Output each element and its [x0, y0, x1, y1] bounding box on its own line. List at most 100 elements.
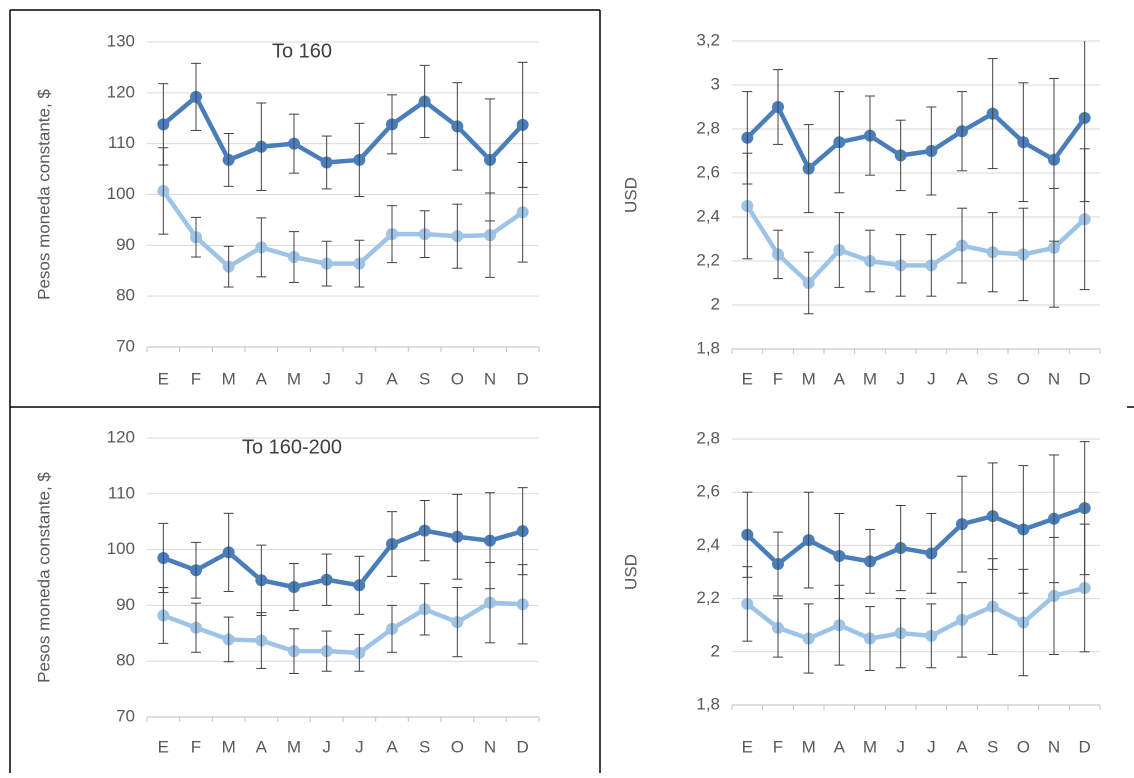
y-tick-label: 70 [116, 336, 135, 355]
error-bar [485, 561, 495, 644]
x-tick-label: F [773, 369, 783, 388]
error-bar [742, 566, 753, 642]
error-bar [485, 192, 495, 278]
error-bar [803, 251, 814, 315]
error-bar [223, 245, 234, 288]
error-bar [926, 234, 937, 297]
error-bar [321, 135, 332, 190]
x-tick-label: M [287, 369, 301, 388]
error-bar [517, 161, 528, 263]
y-tick-label: 2 [711, 641, 720, 660]
error-bar [1049, 536, 1059, 655]
x-tick-label: S [419, 369, 430, 388]
error-bar [354, 555, 365, 615]
x-tick-label: E [158, 737, 169, 756]
error-bar [158, 587, 169, 644]
table-borders [9, 9, 1134, 773]
x-tick-label: N [484, 369, 496, 388]
x-tick-label: J [355, 737, 364, 756]
y-tick-label: 130 [107, 31, 135, 50]
series-line [162, 528, 524, 590]
x-tick-label: A [256, 737, 268, 756]
error-bar [773, 598, 783, 658]
x-tick-label: J [896, 369, 905, 388]
error-bar [191, 62, 201, 131]
error-bar [957, 207, 967, 284]
y-tick-label: 100 [107, 184, 135, 203]
y-tick-label: 2 [711, 294, 720, 313]
error-bar [419, 583, 430, 636]
error-bar [191, 602, 201, 653]
error-bar [957, 475, 967, 573]
error-bar [957, 582, 967, 658]
error-bar [926, 512, 937, 594]
x-tick-label: A [956, 737, 968, 756]
x-tick-label: J [322, 369, 331, 388]
y-tick-label: 120 [107, 427, 135, 446]
error-bar [803, 491, 814, 589]
x-tick-label: A [386, 369, 398, 388]
error-bar [419, 499, 430, 562]
y-tick-label: 70 [116, 706, 135, 725]
x-tick-label: A [834, 737, 846, 756]
y-tick-label: 90 [116, 595, 135, 614]
y-tick-label: 3 [711, 74, 720, 93]
x-tick-label: A [386, 737, 398, 756]
y-tick-label: 2,6 [696, 162, 720, 181]
x-tick-label: J [355, 369, 364, 388]
error-bar [321, 630, 332, 672]
x-tick-label: S [987, 737, 998, 756]
y-tick-label: 2,2 [696, 588, 720, 607]
x-tick-label: N [1048, 369, 1060, 388]
error-bar [865, 606, 875, 671]
x-tick-label: M [863, 737, 877, 756]
error-bar [191, 216, 201, 258]
error-bar [1079, 148, 1090, 291]
x-tick-label: O [451, 737, 464, 756]
x-tick-label: M [287, 737, 301, 756]
error-bar [256, 102, 267, 191]
y-tick-label: 80 [116, 286, 135, 305]
series-line [745, 104, 1087, 171]
x-tick-label: M [222, 737, 236, 756]
error-bar [895, 119, 906, 192]
chart-title: To 160-200 [242, 436, 342, 458]
error-bar [387, 205, 397, 264]
y-tick-label: 2,4 [696, 206, 720, 225]
y-tick-label: 100 [107, 539, 135, 558]
error-bar [895, 234, 906, 297]
error-bar [452, 82, 463, 171]
y-axis-label: Pesos moneda constante, $ [34, 472, 53, 683]
error-bar [419, 210, 430, 259]
x-tick-label: F [191, 737, 201, 756]
x-tick-label: E [742, 369, 753, 388]
x-tick-label: E [158, 369, 169, 388]
error-bar [957, 91, 967, 172]
error-bar [223, 512, 234, 592]
x-tick-label: N [484, 737, 496, 756]
error-bar [452, 587, 463, 658]
error-bar [1018, 207, 1029, 302]
error-bar [223, 616, 234, 663]
y-axis-label: USD [621, 554, 640, 590]
error-bar [158, 147, 169, 235]
series-line [161, 189, 524, 269]
error-bar [387, 604, 397, 653]
series-line [745, 204, 1087, 286]
error-bar [289, 113, 299, 174]
error-bar [289, 628, 299, 674]
x-tick-label: N [1048, 737, 1060, 756]
error-bar [987, 212, 998, 293]
x-tick-label: M [222, 369, 236, 388]
x-tick-label: A [256, 369, 268, 388]
error-bar [354, 122, 365, 198]
error-bar [773, 69, 783, 145]
error-bar [289, 563, 299, 611]
error-bar [773, 531, 783, 597]
x-tick-label: O [1017, 737, 1030, 756]
x-tick-label: O [1017, 369, 1030, 388]
